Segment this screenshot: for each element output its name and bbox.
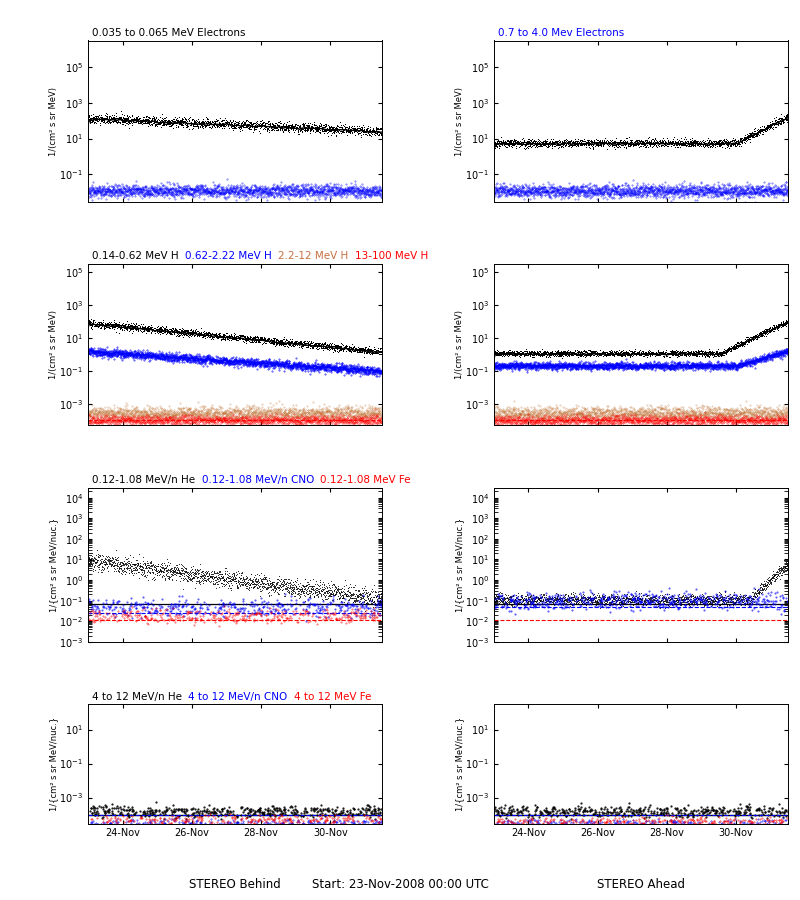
- Y-axis label: 1/{cm² s sr MeV/nuc.}: 1/{cm² s sr MeV/nuc.}: [454, 717, 464, 811]
- Y-axis label: 1/{cm² s sr MeV/nuc.}: 1/{cm² s sr MeV/nuc.}: [454, 518, 464, 612]
- Y-axis label: 1/{cm² s sr MeV/nuc.}: 1/{cm² s sr MeV/nuc.}: [49, 717, 58, 811]
- Text: 0.12-1.08 MeV Fe: 0.12-1.08 MeV Fe: [321, 475, 418, 485]
- Text: STEREO Ahead: STEREO Ahead: [597, 878, 685, 891]
- Text: 2.2-12 MeV H: 2.2-12 MeV H: [278, 251, 355, 261]
- Text: 4 to 12 MeV/n CNO: 4 to 12 MeV/n CNO: [189, 692, 294, 702]
- Text: 13-100 MeV H: 13-100 MeV H: [355, 251, 435, 261]
- Y-axis label: 1/(cm² s sr MeV): 1/(cm² s sr MeV): [49, 310, 58, 379]
- Text: 0.12-1.08 MeV/n CNO: 0.12-1.08 MeV/n CNO: [202, 475, 321, 485]
- Text: 0.14-0.62 MeV H: 0.14-0.62 MeV H: [92, 251, 185, 261]
- Text: 4 to 12 MeV Fe: 4 to 12 MeV Fe: [294, 692, 378, 702]
- Text: 4 to 12 MeV/n He: 4 to 12 MeV/n He: [92, 692, 189, 702]
- Y-axis label: 1/{cm² s sr MeV/nuc.}: 1/{cm² s sr MeV/nuc.}: [49, 518, 58, 612]
- Y-axis label: 1/(cm² s sr MeV): 1/(cm² s sr MeV): [49, 86, 58, 156]
- Text: 0.035 to 0.065 MeV Electrons: 0.035 to 0.065 MeV Electrons: [92, 28, 246, 38]
- Text: 0.62-2.22 MeV H: 0.62-2.22 MeV H: [185, 251, 278, 261]
- Text: 0.7 to 4.0 Mev Electrons: 0.7 to 4.0 Mev Electrons: [498, 28, 624, 38]
- Text: 0.12-1.08 MeV/n He: 0.12-1.08 MeV/n He: [92, 475, 202, 485]
- Y-axis label: 1/(cm² s sr MeV): 1/(cm² s sr MeV): [454, 310, 464, 379]
- Text: Start: 23-Nov-2008 00:00 UTC: Start: 23-Nov-2008 00:00 UTC: [311, 878, 489, 891]
- Text: STEREO Behind: STEREO Behind: [189, 878, 281, 891]
- Y-axis label: 1/(cm² s sr MeV): 1/(cm² s sr MeV): [454, 86, 464, 156]
